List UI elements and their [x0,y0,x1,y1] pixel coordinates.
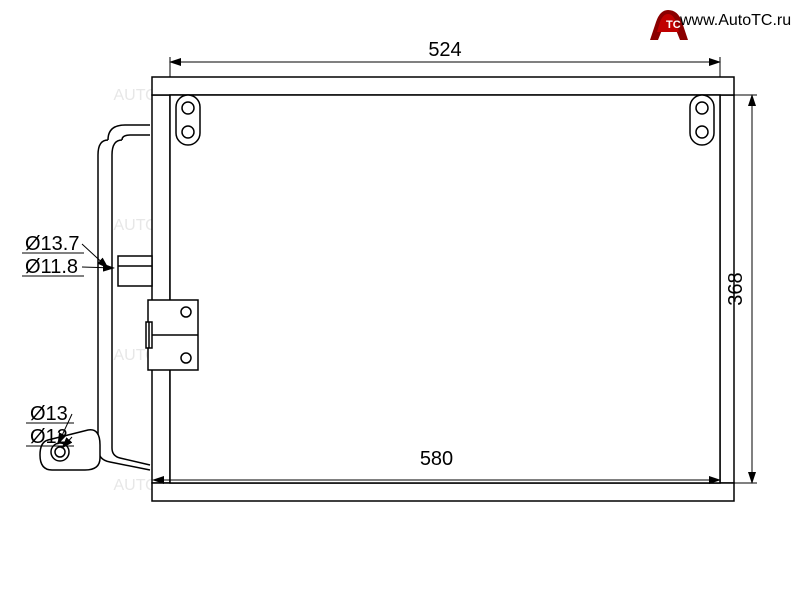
technical-drawing: AUTOTC.RUAUTOTC.RUAUTOTC.RUAUTOTC.RUAUTO… [0,0,800,600]
dim-pipe1-inner: Ø11.8 [25,256,78,278]
radiator-body [146,77,734,501]
dim-pipe2-outer: Ø13 [30,403,68,425]
dim-right-height: 368 [725,272,747,305]
dim-bottom-width: 580 [420,448,453,470]
dim-pipe1-outer: Ø13.7 [25,233,79,255]
site-url: www.AutoTC.ru [679,12,791,29]
svg-text:TC: TC [666,19,681,31]
dim-pipe2-inner: Ø12 [30,426,68,448]
dim-top-width: 524 [428,39,461,61]
